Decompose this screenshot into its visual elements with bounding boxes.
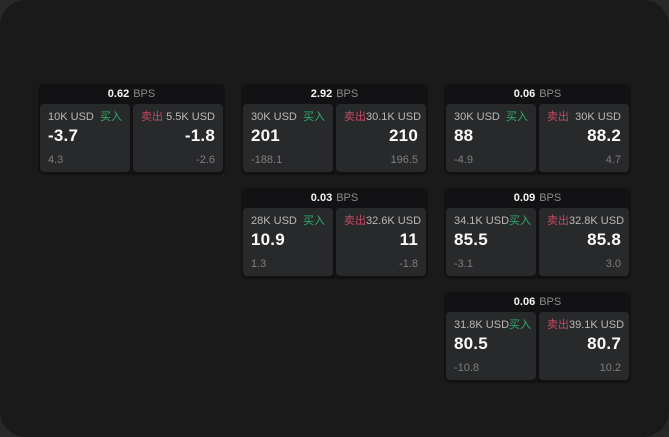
buy-price: -3.7 xyxy=(48,126,79,146)
buy-tag: 买入 xyxy=(100,111,122,123)
sell-amount: 32.8K USD xyxy=(569,215,625,227)
bps-value: 0.06 xyxy=(513,87,536,100)
buy-panel[interactable]: 28K USD 买入 10.9 1.3 xyxy=(243,208,333,276)
sell-amount: 30.1K USD xyxy=(366,111,422,123)
buy-amount: 28K USD xyxy=(251,215,297,227)
buy-sell-panels: 30K USD 买入 88 -4.9 卖出 30K USD 88.2 4.7 xyxy=(444,104,631,175)
buy-delta: -188.1 xyxy=(251,153,283,166)
sell-price: 80.7 xyxy=(587,334,621,354)
buy-price: 10.9 xyxy=(251,230,285,250)
sell-tag: 卖出 xyxy=(547,215,569,227)
sell-price: -1.8 xyxy=(184,126,215,146)
quote-card: 0.09 BPS 34.1K USD 买入 85.5 -3.1 卖出 32.8K… xyxy=(444,188,631,279)
buy-amount: 10K USD xyxy=(48,111,94,123)
buy-tag: 买入 xyxy=(303,111,325,123)
quote-card: 0.62 BPS 10K USD 买入 -3.7 4.3 卖出 5.5K USD… xyxy=(38,84,225,175)
bps-header: 0.03 BPS xyxy=(241,188,428,208)
sell-amount: 30K USD xyxy=(575,111,621,123)
buy-sell-panels: 28K USD 买入 10.9 1.3 卖出 32.6K USD 11 -1.8 xyxy=(241,208,428,279)
buy-panel[interactable]: 30K USD 买入 88 -4.9 xyxy=(446,104,536,172)
sell-amount: 32.6K USD xyxy=(366,215,422,227)
bps-unit-label: BPS xyxy=(133,87,156,100)
buy-sell-panels: 31.8K USD 买入 80.5 -10.8 卖出 39.1K USD 80.… xyxy=(444,312,631,383)
buy-delta: -3.1 xyxy=(454,257,473,270)
sell-delta: 3.0 xyxy=(605,257,621,270)
sell-panel[interactable]: 卖出 5.5K USD -1.8 -2.6 xyxy=(133,104,223,172)
quote-card: 0.03 BPS 28K USD 买入 10.9 1.3 卖出 32.6K US… xyxy=(241,188,428,279)
buy-sell-panels: 34.1K USD 买入 85.5 -3.1 卖出 32.8K USD 85.8… xyxy=(444,208,631,279)
buy-panel[interactable]: 31.8K USD 买入 80.5 -10.8 xyxy=(446,312,536,380)
sell-price: 11 xyxy=(399,230,418,250)
quote-card: 0.06 BPS 31.8K USD 买入 80.5 -10.8 卖出 39.1… xyxy=(444,292,631,383)
sell-delta: -2.6 xyxy=(196,153,215,166)
buy-amount: 31.8K USD xyxy=(454,319,510,331)
buy-price: 201 xyxy=(251,126,280,146)
buy-tag: 买入 xyxy=(509,215,532,227)
sell-tag: 卖出 xyxy=(344,111,366,123)
bps-unit-label: BPS xyxy=(336,87,359,100)
sell-panel[interactable]: 卖出 30K USD 88.2 4.7 xyxy=(539,104,629,172)
quote-card: 0.06 BPS 30K USD 买入 88 -4.9 卖出 30K USD 8… xyxy=(444,84,631,175)
sell-delta: 4.7 xyxy=(605,153,621,166)
buy-amount: 34.1K USD xyxy=(454,215,510,227)
bps-header: 0.09 BPS xyxy=(444,188,631,208)
sell-tag: 卖出 xyxy=(547,111,569,123)
buy-price: 85.5 xyxy=(454,230,488,250)
bps-header: 0.06 BPS xyxy=(444,84,631,104)
sell-tag: 卖出 xyxy=(547,319,569,331)
bps-value: 2.92 xyxy=(310,87,333,100)
sell-price: 85.8 xyxy=(587,230,621,250)
sell-panel[interactable]: 卖出 32.8K USD 85.8 3.0 xyxy=(539,208,629,276)
buy-sell-panels: 30K USD 买入 201 -188.1 卖出 30.1K USD 210 1… xyxy=(241,104,428,175)
sell-panel[interactable]: 卖出 39.1K USD 80.7 10.2 xyxy=(539,312,629,380)
bps-value: 0.03 xyxy=(310,191,333,204)
buy-delta: -10.8 xyxy=(454,361,480,374)
buy-panel[interactable]: 30K USD 买入 201 -188.1 xyxy=(243,104,333,172)
bps-value: 0.62 xyxy=(107,87,130,100)
sell-price: 210 xyxy=(389,126,418,146)
bps-value: 0.09 xyxy=(513,191,536,204)
sell-price: 88.2 xyxy=(587,126,621,146)
sell-tag: 卖出 xyxy=(344,215,366,227)
buy-delta: -4.9 xyxy=(454,153,473,166)
bps-unit-label: BPS xyxy=(539,191,562,204)
bps-header: 0.06 BPS xyxy=(444,292,631,312)
bps-header: 0.62 BPS xyxy=(38,84,225,104)
buy-panel[interactable]: 34.1K USD 买入 85.5 -3.1 xyxy=(446,208,536,276)
sell-delta: 10.2 xyxy=(599,361,621,374)
buy-sell-panels: 10K USD 买入 -3.7 4.3 卖出 5.5K USD -1.8 -2.… xyxy=(38,104,225,175)
buy-delta: 1.3 xyxy=(251,257,267,270)
bps-unit-label: BPS xyxy=(539,87,562,100)
sell-panel[interactable]: 卖出 30.1K USD 210 196.5 xyxy=(336,104,426,172)
sell-delta: -1.8 xyxy=(399,257,418,270)
sell-amount: 39.1K USD xyxy=(569,319,625,331)
buy-tag: 买入 xyxy=(303,215,325,227)
buy-delta: 4.3 xyxy=(48,153,64,166)
buy-price: 88 xyxy=(454,126,474,146)
bps-header: 2.92 BPS xyxy=(241,84,428,104)
buy-panel[interactable]: 10K USD 买入 -3.7 4.3 xyxy=(40,104,130,172)
buy-amount: 30K USD xyxy=(251,111,297,123)
sell-panel[interactable]: 卖出 32.6K USD 11 -1.8 xyxy=(336,208,426,276)
buy-tag: 买入 xyxy=(506,111,528,123)
quote-card-grid: 0.62 BPS 10K USD 买入 -3.7 4.3 卖出 5.5K USD… xyxy=(38,84,631,383)
bps-value: 0.06 xyxy=(513,295,536,308)
sell-tag: 卖出 xyxy=(141,111,163,123)
buy-tag: 买入 xyxy=(509,319,532,331)
sell-amount: 5.5K USD xyxy=(166,111,215,123)
buy-price: 80.5 xyxy=(454,334,488,354)
bps-unit-label: BPS xyxy=(336,191,359,204)
buy-amount: 30K USD xyxy=(454,111,500,123)
sell-delta: 196.5 xyxy=(390,153,418,166)
bps-unit-label: BPS xyxy=(539,295,562,308)
quote-card: 2.92 BPS 30K USD 买入 201 -188.1 卖出 30.1K … xyxy=(241,84,428,175)
